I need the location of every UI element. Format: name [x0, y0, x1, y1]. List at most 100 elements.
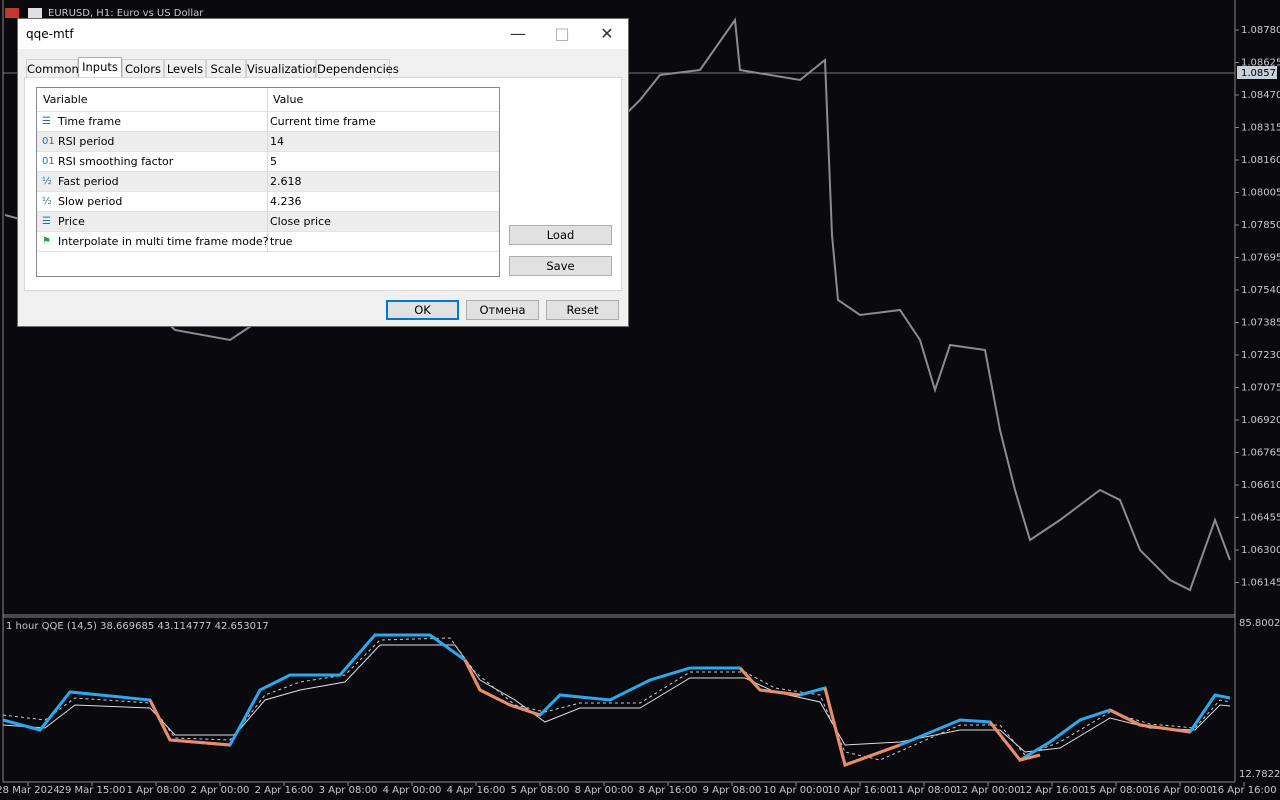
- tab[interactable]: Inputs: [78, 57, 122, 78]
- time-label: 9 Apr 08:00: [703, 785, 762, 796]
- table-header: Variable Value: [37, 88, 499, 112]
- qqe-rsi-falling: [988, 721, 1041, 762]
- price-label: 1.06145: [1241, 578, 1280, 589]
- price-label: 1.07230: [1241, 350, 1280, 361]
- ok-button[interactable]: OK: [386, 300, 459, 320]
- qqe-slow-line: [2, 644, 1231, 753]
- tab[interactable]: Common: [26, 59, 79, 77]
- price-label: 1.06300: [1241, 545, 1280, 556]
- header-cell: Variable: [43, 93, 88, 106]
- tab[interactable]: Colors: [122, 59, 164, 77]
- variable-cell: RSI period: [58, 135, 115, 148]
- variable-cell: Time frame: [58, 115, 122, 128]
- maximize-button[interactable]: □: [554, 24, 570, 43]
- table-row[interactable]: ☰ Price Close price: [37, 212, 499, 232]
- load-button[interactable]: Load: [509, 225, 612, 245]
- tab-panel: Variable Value ☰ Time frame Current time f…: [24, 77, 622, 291]
- cancel-button[interactable]: Отмена: [466, 300, 539, 320]
- time-label: 29 Mar 15:00: [59, 785, 126, 796]
- time-label: 4 Apr 16:00: [447, 785, 506, 796]
- header-cell: Value: [273, 93, 304, 106]
- time-label: 28 Mar 2024: [0, 785, 60, 796]
- time-label: 16 Apr 00:00: [1147, 785, 1212, 796]
- table-row[interactable]: ½ Slow period 4.236: [37, 192, 499, 212]
- row-icon: ☰: [42, 116, 51, 127]
- table-row[interactable]: ⚑ Interpolate in multi time frame mode? tr…: [37, 232, 499, 252]
- indicator-label: 1 hour QQE (14,5) 38.669685 43.114777 42…: [6, 621, 269, 632]
- qqe-rsi-falling: [1109, 708, 1191, 734]
- table-row[interactable]: 01 RSI period 14: [37, 132, 499, 152]
- window-title: EURUSD, H1: Euro vs US Dollar: [48, 8, 204, 19]
- time-label: 10 Apr 00:00: [763, 785, 828, 796]
- row-icon: ½: [42, 176, 52, 187]
- dialog-titlebar: qqe-mtf — □ ✕: [18, 19, 628, 49]
- variable-cell: Interpolate in multi time frame mode?: [58, 235, 269, 248]
- value-cell[interactable]: 2.618: [270, 175, 302, 188]
- close-button[interactable]: ✕: [600, 24, 614, 43]
- inputs-table: Variable Value ☰ Time frame Current time f…: [36, 87, 500, 277]
- row-icon: ⚑: [42, 236, 51, 247]
- price-label: 1.06610: [1241, 480, 1280, 491]
- time-label: 12 Apr 00:00: [955, 785, 1020, 796]
- qqe-rsi-falling: [823, 687, 901, 767]
- dialog: qqe-mtf — □ ✕ Common Inputs Colors Levels Sc…: [17, 18, 629, 327]
- time-label: 11 Apr 08:00: [891, 785, 956, 796]
- price-label: 1.07695: [1241, 253, 1280, 264]
- minimize-button[interactable]: —: [510, 24, 526, 43]
- qqe-rsi-falling: [738, 666, 801, 697]
- row-icon: 01: [42, 136, 55, 147]
- value-cell[interactable]: 14: [270, 135, 284, 148]
- row-icon: ☰: [42, 216, 51, 227]
- price-label: 1.07075: [1241, 383, 1280, 394]
- time-label: 8 Apr 00:00: [575, 785, 634, 796]
- price-label: 1.08625: [1241, 58, 1280, 69]
- dialog-title: qqe-mtf: [26, 27, 74, 41]
- table-row[interactable]: ½ Fast period 2.618: [37, 172, 499, 192]
- price-label: 1.08315: [1241, 123, 1280, 134]
- time-label: 15 Apr 08:00: [1083, 785, 1148, 796]
- price-label: 1.08160: [1241, 155, 1280, 166]
- time-label: 12 Apr 16:00: [1019, 785, 1084, 796]
- price-label: 1.08780: [1241, 25, 1280, 36]
- qqe-signal-line: [2, 637, 1231, 761]
- time-label: 3 Apr 08:00: [319, 785, 378, 796]
- time-label: 2 Apr 16:00: [255, 785, 314, 796]
- time-label: 16 Apr 16:00: [1211, 785, 1276, 796]
- value-cell[interactable]: Current time frame: [270, 115, 376, 128]
- price-label: 1.07540: [1241, 285, 1280, 296]
- price-label: 1.07385: [1241, 318, 1280, 329]
- qqe-rsi-falling: [148, 699, 231, 747]
- save-button[interactable]: Save: [509, 256, 612, 276]
- time-label: 8 Apr 16:00: [639, 785, 698, 796]
- qqe-rsi-falling: [463, 659, 541, 717]
- qqe-rsi-line: [2, 633, 1231, 767]
- price-label: 1.08470: [1241, 90, 1280, 101]
- time-label: 10 Apr 16:00: [827, 785, 892, 796]
- variable-cell: RSI smoothing factor: [58, 155, 174, 168]
- price-label: 1.06455: [1241, 513, 1280, 524]
- time-label: 4 Apr 00:00: [383, 785, 442, 796]
- reset-button[interactable]: Reset: [546, 300, 619, 320]
- value-cell[interactable]: Close price: [270, 215, 331, 228]
- tab[interactable]: Visualization: [246, 59, 320, 77]
- indicator-axis-top: 85.800293: [1239, 618, 1280, 629]
- indicator-axis-bottom: 12.782277: [1239, 769, 1280, 780]
- variable-cell: Price: [58, 215, 85, 228]
- row-icon: ½: [42, 196, 52, 207]
- table-row[interactable]: 01 RSI smoothing factor 5: [37, 152, 499, 172]
- tab[interactable]: Levels: [164, 59, 206, 77]
- tab[interactable]: Scale: [206, 59, 246, 77]
- row-icon: 01: [42, 156, 55, 167]
- value-cell[interactable]: true: [270, 235, 293, 248]
- current-price-box: [1237, 66, 1277, 79]
- tab[interactable]: Dependencies: [316, 59, 399, 77]
- table-row[interactable]: ☰ Time frame Current time frame: [37, 112, 499, 132]
- value-cell[interactable]: 5: [270, 155, 277, 168]
- price-label: 1.07850: [1241, 220, 1280, 231]
- variable-cell: Fast period: [58, 175, 119, 188]
- time-label: 5 Apr 08:00: [511, 785, 570, 796]
- price-label: 1.06920: [1241, 415, 1280, 426]
- current-price: 1.08575: [1241, 68, 1280, 79]
- value-cell[interactable]: 4.236: [270, 195, 302, 208]
